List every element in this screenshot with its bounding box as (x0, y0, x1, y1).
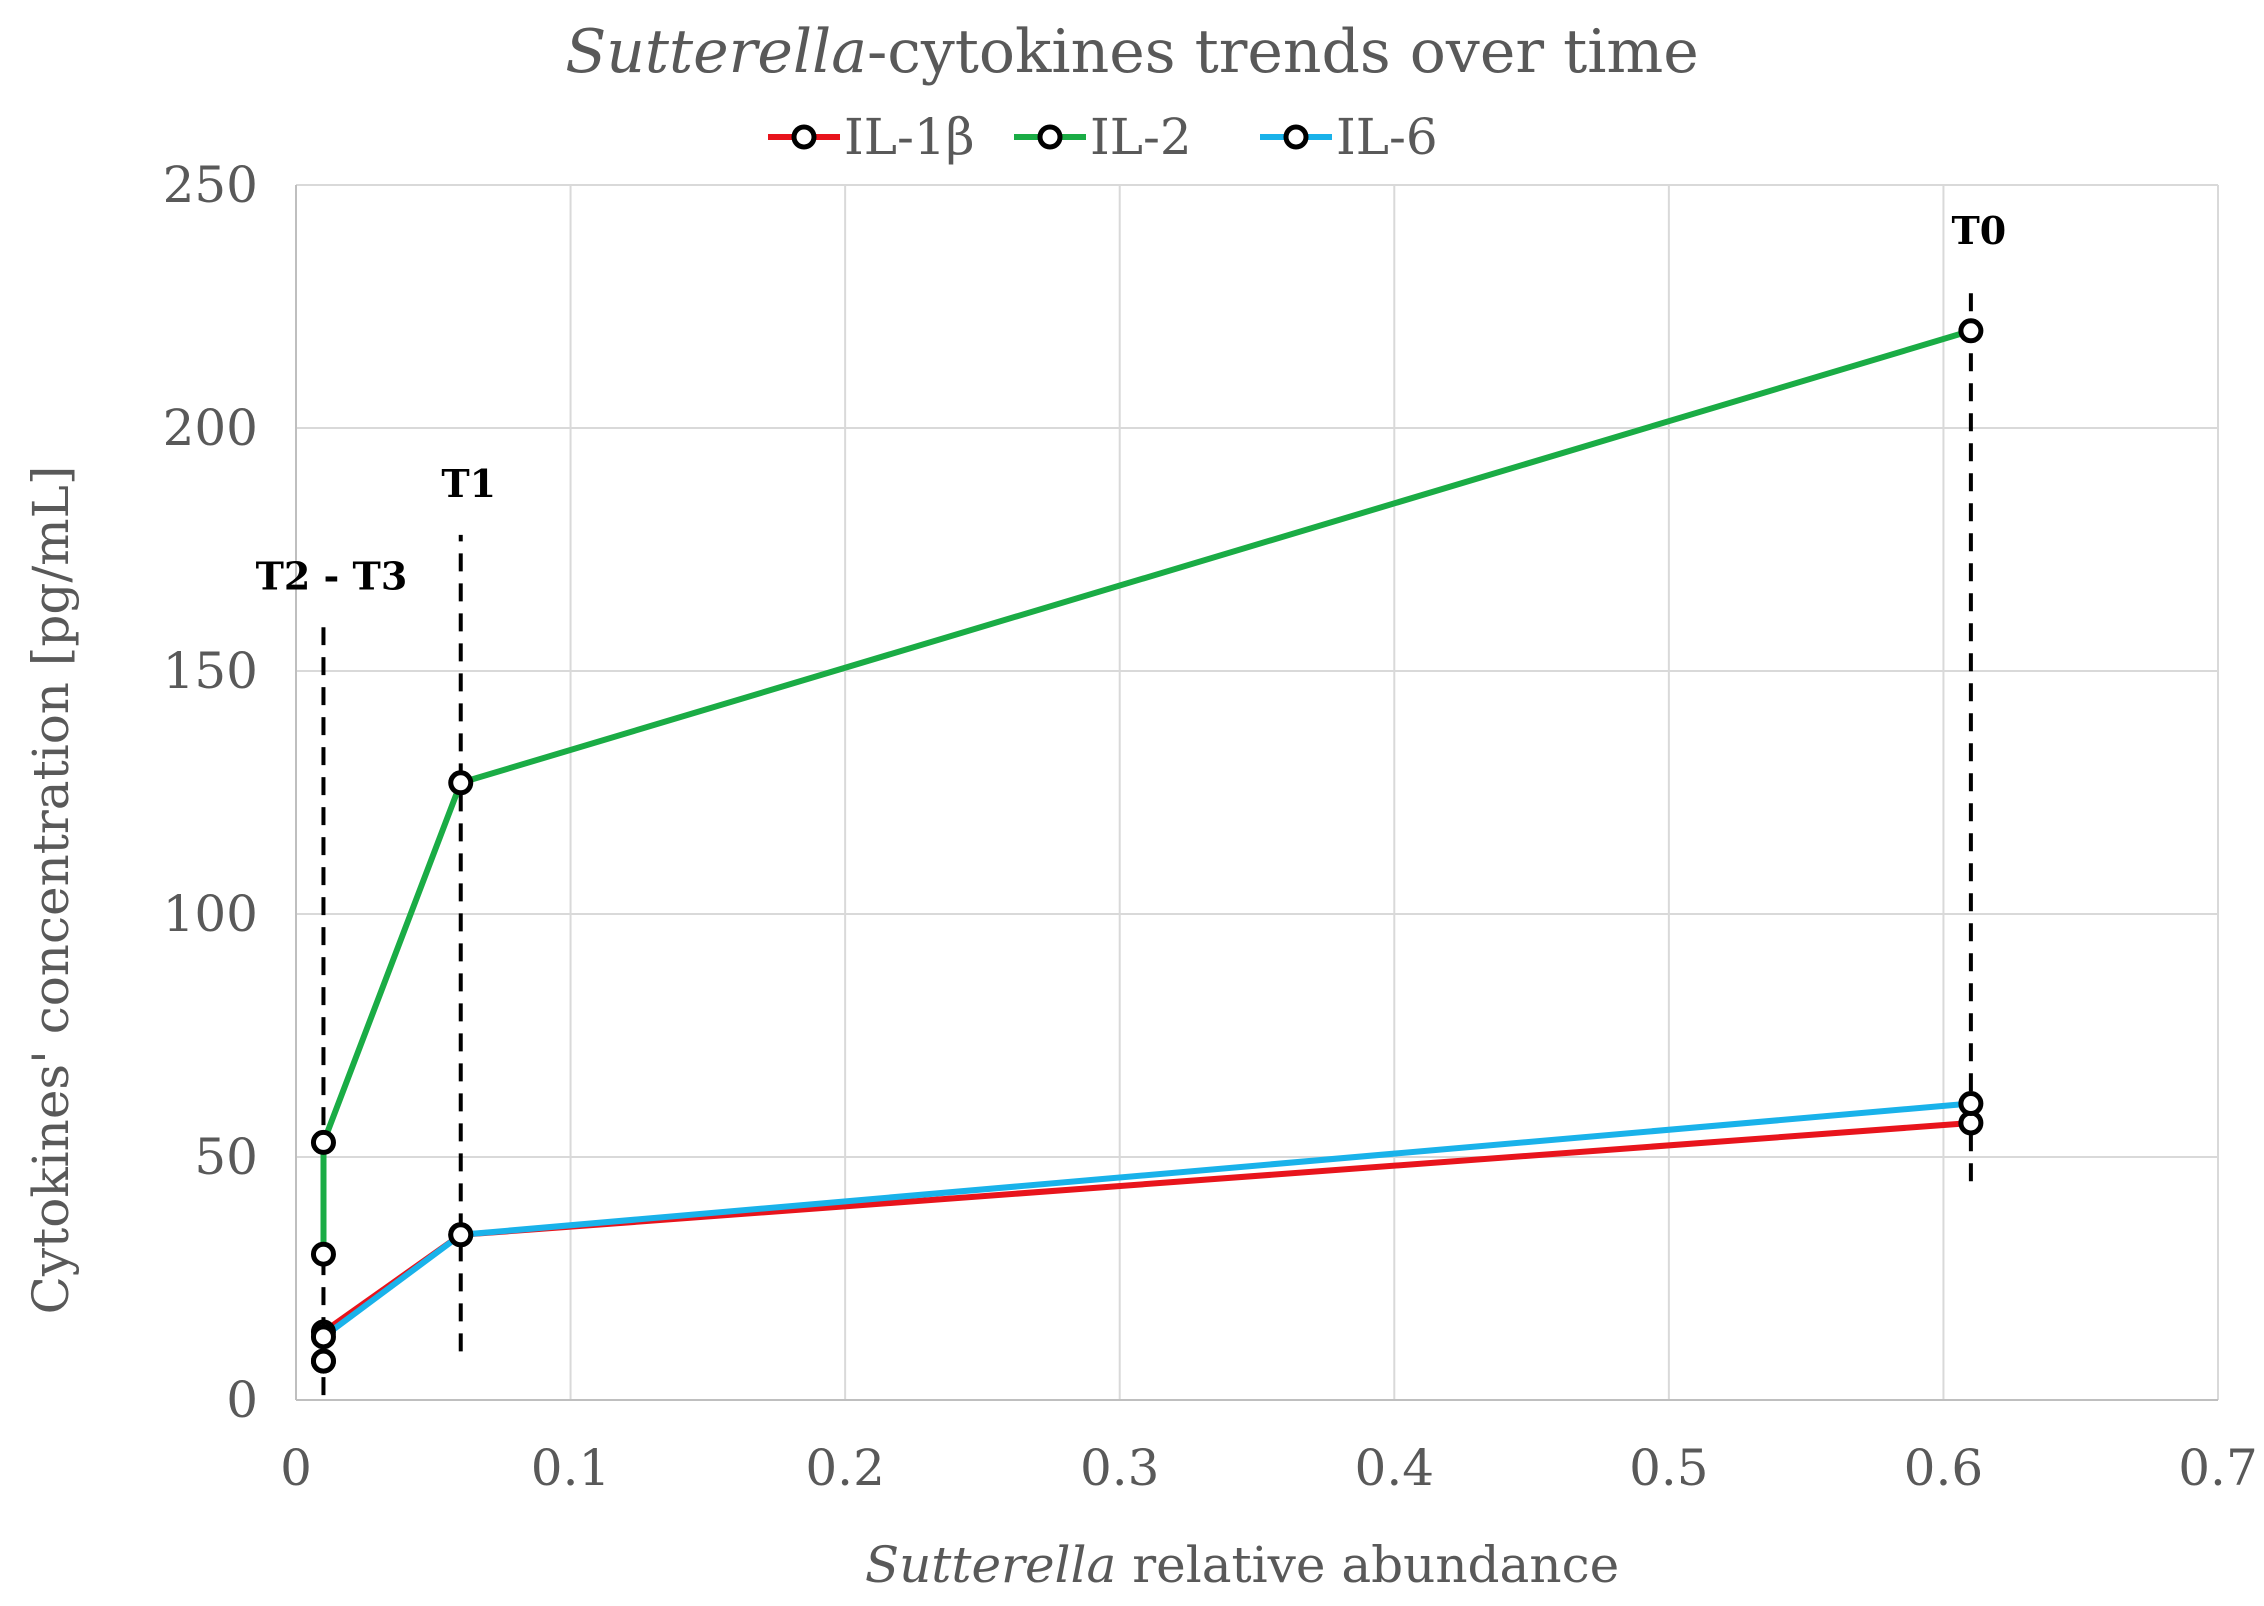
axes (295, 185, 2218, 1401)
x-axis-title-rest: relative abundance (1116, 1536, 1619, 1594)
legend-item-il-6: IL-6 (1260, 108, 1438, 166)
data-point-il-2 (448, 770, 474, 796)
y-tick-label: 50 (194, 1128, 258, 1186)
y-tick-label: 0 (226, 1371, 258, 1429)
y-tick-label: 200 (163, 399, 258, 457)
legend-label-il-2: IL-2 (1090, 108, 1192, 166)
x-tick-label: 0.5 (1629, 1439, 1709, 1497)
y-axis-title: Cytokines' concentration [pg/mL] (22, 466, 80, 1315)
legend-marker-il-1 (791, 124, 817, 150)
time-marker-label-t2-t3: T2 - T3 (256, 553, 408, 598)
legend-label-il-6: IL-6 (1336, 108, 1438, 166)
x-tick-label: 0.4 (1355, 1439, 1435, 1497)
y-tick-label: 100 (163, 885, 258, 943)
data-point-il-6 (448, 1222, 474, 1248)
legend-item-il-1: IL-1β (768, 108, 975, 166)
legend-label-il-1: IL-1β (844, 108, 975, 166)
chart-title: Sutterella-cytokines trends over time (565, 17, 1699, 87)
series-line-il-2 (320, 327, 1974, 1258)
x-tick-label: 0 (280, 1439, 312, 1497)
data-point-il-2 (1958, 318, 1984, 344)
grid (295, 184, 2219, 1401)
x-tick-label: 0.7 (2178, 1439, 2258, 1497)
time-marker-label-t1: T1 (441, 461, 496, 506)
legend-marker-il-6 (1283, 124, 1309, 150)
x-tick-label: 0.2 (805, 1439, 885, 1497)
time-annotations: T2 - T3 T1 T0 (256, 208, 2007, 1396)
data-point-il-6 (310, 1324, 336, 1350)
time-marker-label-t0: T0 (1952, 208, 2007, 253)
x-axis-title: Sutterella relative abundance (865, 1536, 1619, 1594)
y-tick-label: 250 (163, 156, 258, 214)
chart-title-italic: Sutterella (565, 17, 867, 87)
x-tick-label: 0.3 (1080, 1439, 1160, 1497)
data-point-il-2 (310, 1129, 336, 1155)
chart-title-rest: -cytokines trends over time (867, 17, 1699, 87)
markers (310, 318, 1984, 1374)
x-axis-title-italic: Sutterella (865, 1536, 1117, 1594)
y-tick-label: 150 (163, 642, 258, 700)
data-point-il-6 (1958, 1091, 1984, 1117)
legend-item-il-2: IL-2 (1014, 108, 1192, 166)
legend-marker-il-2 (1037, 124, 1063, 150)
x-tick-label: 0.6 (1904, 1439, 1984, 1497)
y-tick-labels: 0 50 100 150 200 250 (163, 156, 258, 1429)
data-point-il-2 (310, 1241, 336, 1267)
data-point-il-6 (310, 1348, 336, 1374)
x-tick-label: 0.1 (531, 1439, 611, 1497)
legend: IL-1β IL-2 IL-6 (768, 108, 1438, 166)
x-tick-labels: 0 0.1 0.2 0.3 0.4 0.5 0.6 0.7 (280, 1439, 2258, 1497)
